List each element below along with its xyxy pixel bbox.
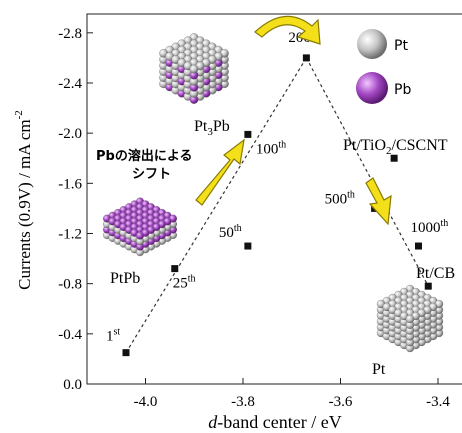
label-pt-cluster: Pt [372, 361, 386, 378]
cycle-label: 1st [106, 327, 120, 345]
data-point [244, 130, 252, 138]
y-tick-label: -0.4 [58, 327, 82, 343]
x-axis-label: d-band center / eV [208, 412, 341, 432]
x-tick-label: -3.6 [329, 394, 353, 410]
curved-arrow-top [254, 15, 321, 45]
label-pt3pb: Pt3Pb [194, 118, 230, 138]
label-ptpb: PtPb [110, 270, 140, 287]
trend-lines [125, 57, 429, 353]
y-tick-label: -1.6 [58, 176, 82, 192]
data-point [390, 154, 398, 162]
legend-pb-sphere [356, 72, 388, 104]
y-axis-label: Currents (0.9V) / mA cm-2 [13, 110, 34, 290]
atom-sphere [136, 231, 144, 240]
label-pt-cb: Pt/CB [416, 265, 455, 282]
y-tick-label: -0.8 [58, 277, 82, 293]
label-jp-line2: シフト [132, 167, 171, 182]
legend-pt-label: Pt [394, 38, 408, 54]
trend-line [305, 57, 429, 287]
data-point [424, 282, 432, 290]
x-tick-label: -4.0 [134, 394, 158, 410]
y-tick-label: -1.2 [58, 226, 82, 242]
data-point [244, 242, 252, 250]
label-pt-tio2-cscnt: Pt/TiO2/CSCNT [343, 137, 448, 157]
cycle-label: 100th [256, 139, 286, 157]
plot-frame [86, 13, 462, 385]
data-point [122, 349, 130, 357]
cycle-label: 25th [173, 274, 196, 292]
y-tick-label: -2.0 [58, 126, 82, 142]
shift-arrow-down [365, 177, 392, 226]
atom-sphere [405, 314, 415, 324]
legend-pt-sphere [357, 29, 387, 59]
legend-pb-label: Pb [394, 82, 411, 98]
y-tick-label: 0.0 [63, 377, 82, 393]
data-point [415, 242, 422, 250]
cycle-label: 500th [325, 189, 355, 207]
label-jp-line1: Pbの溶出による [96, 148, 192, 164]
cycle-label: 50th [219, 223, 242, 241]
x-tick-label: -3.8 [231, 394, 255, 410]
x-tick-label: -3.4 [426, 394, 450, 410]
data-point [302, 54, 310, 62]
legend: Pt Pb [356, 29, 411, 104]
atom-sphere [189, 64, 199, 74]
pt3pb-crystal-image [159, 33, 229, 104]
shift-arrow-up [195, 138, 245, 206]
data-point [171, 265, 179, 273]
y-tick-label: -2.4 [58, 76, 82, 92]
pt-crystal-image [376, 284, 444, 353]
cycle-label: 1000th [411, 218, 449, 236]
ptpb-crystal-image [102, 197, 178, 257]
axis-ticks: 0.0 -0.4 -0.8 -1.2 -1.6 -2.0 -2.4 -2.8 -4.0 -3.8 -… [58, 26, 450, 410]
y-tick-label: -2.8 [58, 26, 82, 42]
